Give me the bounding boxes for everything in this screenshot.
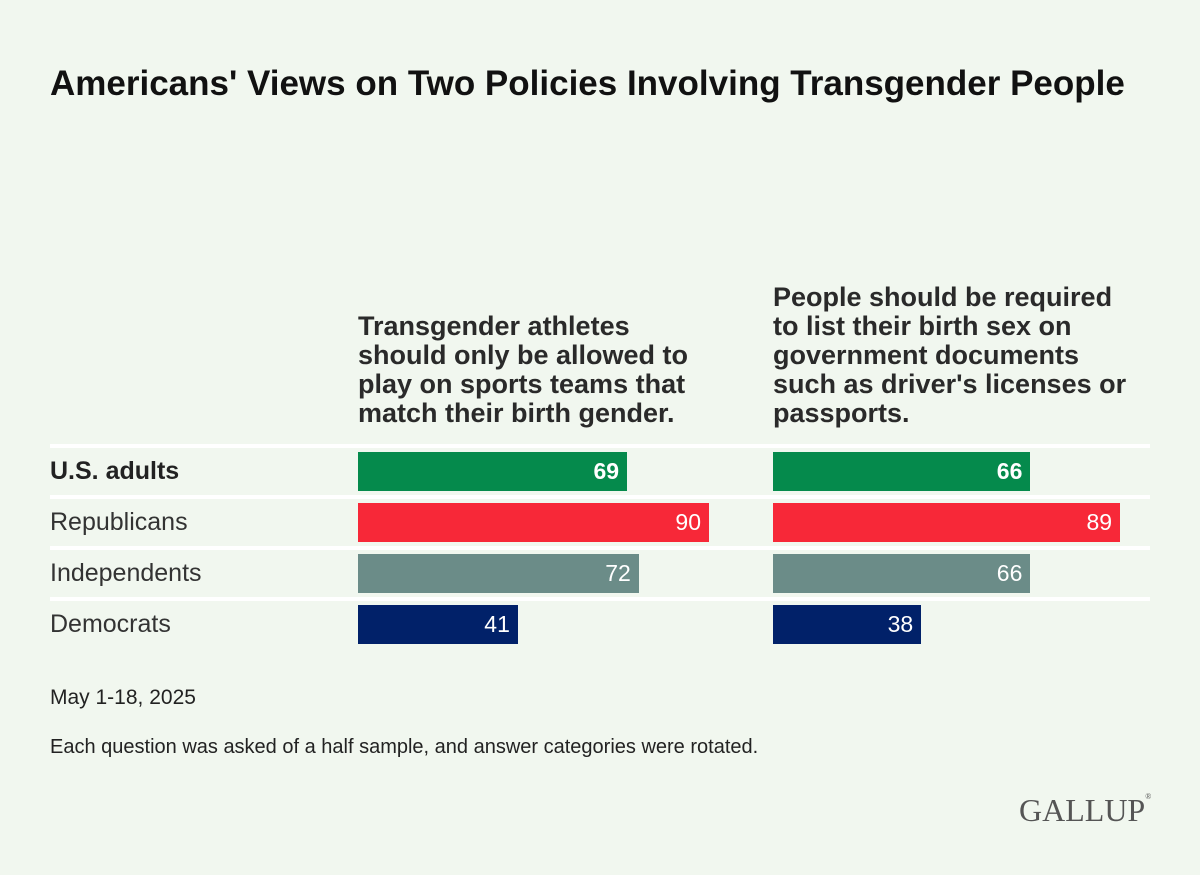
survey-date: May 1-18, 2025 xyxy=(50,686,196,709)
bar: 66 xyxy=(773,452,1031,491)
bar: 72 xyxy=(358,554,639,593)
data-label: 89 xyxy=(1086,509,1113,535)
column-header-sports: Transgender athletes should only be allo… xyxy=(358,311,689,428)
category-label: Independents xyxy=(50,559,202,587)
bar: 38 xyxy=(773,605,922,644)
row-separator xyxy=(50,597,1150,601)
footnote: Each question was asked of a half sample… xyxy=(50,736,759,758)
column-header-documents: People should be required to list their … xyxy=(773,282,1127,428)
data-label: 72 xyxy=(605,560,631,586)
bar: 41 xyxy=(358,605,518,644)
data-label: 41 xyxy=(484,611,510,637)
category-label: Democrats xyxy=(50,610,171,638)
data-label: 66 xyxy=(996,560,1023,586)
category-label: Republicans xyxy=(50,508,188,536)
bar: 90 xyxy=(358,503,709,542)
chart-title: Americans' Views on Two Policies Involvi… xyxy=(50,64,1125,103)
row-separator xyxy=(50,495,1150,499)
bar: 66 xyxy=(773,554,1031,593)
category-label: U.S. adults xyxy=(50,457,180,485)
data-label: 38 xyxy=(887,611,914,637)
bar: 89 xyxy=(773,503,1121,542)
row-separator xyxy=(50,546,1150,550)
bar: 69 xyxy=(358,452,628,491)
data-label: 69 xyxy=(593,458,620,484)
data-label: 90 xyxy=(675,509,701,535)
data-label: 66 xyxy=(996,458,1023,484)
gallup-logo: GALLUP® xyxy=(1019,792,1152,828)
row-separator xyxy=(50,444,1150,448)
